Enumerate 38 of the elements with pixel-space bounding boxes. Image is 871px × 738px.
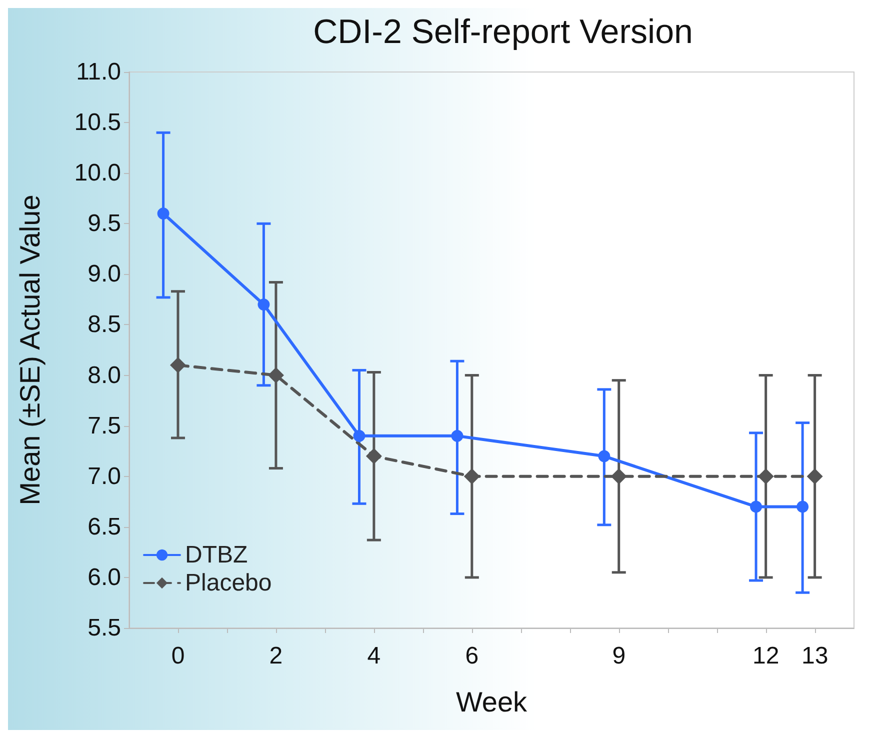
point <box>796 500 809 513</box>
y-tick-label: 8.0 <box>88 362 121 389</box>
point <box>170 357 186 374</box>
x-tick-label: 6 <box>465 642 479 670</box>
x-tick-label: 2 <box>269 642 283 670</box>
y-tick-label: 6.0 <box>88 564 121 591</box>
x-axis-title: Week <box>456 686 528 718</box>
x-tick-label: 0 <box>171 642 185 670</box>
y-tick-label: 11.0 <box>76 58 121 86</box>
y-tick-label: 10.0 <box>74 160 121 187</box>
point <box>366 448 382 464</box>
point <box>353 430 366 442</box>
point <box>268 367 284 384</box>
chart-title: CDI-2 Self-report Version <box>313 13 693 51</box>
x-tick-label: 4 <box>367 642 381 670</box>
y-axis-title: Mean (±SE) Actual Value <box>14 194 46 506</box>
y-tick-label: 9.0 <box>88 260 121 288</box>
point <box>258 298 270 311</box>
x-tick-label: 12 <box>752 642 780 670</box>
point <box>806 468 823 484</box>
legend-label: DTBZ <box>185 542 248 568</box>
legend-label: Placebo <box>185 570 272 596</box>
y-tick-label: 6.5 <box>88 513 121 540</box>
y-tick-label: 10.5 <box>74 109 121 136</box>
y-tick-label: 5.5 <box>88 614 121 642</box>
point <box>750 500 762 513</box>
y-tick-label: 8.5 <box>88 311 121 338</box>
x-tick-label: 9 <box>612 642 626 670</box>
point <box>157 208 170 220</box>
x-tick-label: 13 <box>801 642 828 670</box>
point <box>758 468 774 484</box>
point <box>464 468 480 484</box>
y-tick-label: 7.5 <box>88 412 121 440</box>
y-tick-label: 9.5 <box>88 210 121 238</box>
point <box>598 450 610 462</box>
point <box>610 468 627 484</box>
y-tick-label: 7.0 <box>88 462 121 490</box>
point <box>451 430 464 442</box>
